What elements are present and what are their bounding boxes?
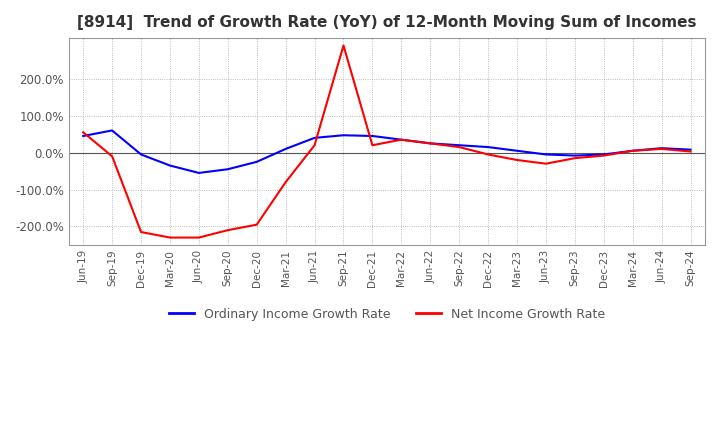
Line: Net Income Growth Rate: Net Income Growth Rate bbox=[84, 45, 690, 238]
Net Income Growth Rate bbox=[194, 235, 203, 240]
Ordinary Income Growth Rate bbox=[686, 147, 695, 152]
Net Income Growth Rate bbox=[339, 43, 348, 48]
Ordinary Income Growth Rate bbox=[426, 141, 435, 146]
Legend: Ordinary Income Growth Rate, Net Income Growth Rate: Ordinary Income Growth Rate, Net Income … bbox=[164, 303, 610, 326]
Ordinary Income Growth Rate bbox=[310, 135, 319, 140]
Ordinary Income Growth Rate bbox=[166, 163, 174, 168]
Ordinary Income Growth Rate bbox=[629, 148, 637, 154]
Ordinary Income Growth Rate bbox=[137, 152, 145, 157]
Net Income Growth Rate bbox=[397, 137, 405, 142]
Ordinary Income Growth Rate bbox=[194, 170, 203, 176]
Net Income Growth Rate bbox=[253, 222, 261, 227]
Net Income Growth Rate bbox=[484, 152, 492, 157]
Net Income Growth Rate bbox=[79, 130, 88, 135]
Net Income Growth Rate bbox=[570, 155, 579, 161]
Line: Ordinary Income Growth Rate: Ordinary Income Growth Rate bbox=[84, 130, 690, 173]
Ordinary Income Growth Rate bbox=[282, 146, 290, 151]
Ordinary Income Growth Rate bbox=[253, 159, 261, 165]
Ordinary Income Growth Rate bbox=[600, 152, 608, 157]
Net Income Growth Rate bbox=[223, 227, 232, 233]
Title: [8914]  Trend of Growth Rate (YoY) of 12-Month Moving Sum of Incomes: [8914] Trend of Growth Rate (YoY) of 12-… bbox=[77, 15, 697, 30]
Net Income Growth Rate bbox=[541, 161, 550, 166]
Net Income Growth Rate bbox=[686, 149, 695, 154]
Ordinary Income Growth Rate bbox=[455, 143, 464, 148]
Ordinary Income Growth Rate bbox=[368, 133, 377, 139]
Net Income Growth Rate bbox=[657, 146, 666, 151]
Ordinary Income Growth Rate bbox=[397, 137, 405, 142]
Ordinary Income Growth Rate bbox=[79, 133, 88, 139]
Net Income Growth Rate bbox=[166, 235, 174, 240]
Net Income Growth Rate bbox=[426, 141, 435, 146]
Ordinary Income Growth Rate bbox=[339, 132, 348, 138]
Net Income Growth Rate bbox=[137, 229, 145, 235]
Ordinary Income Growth Rate bbox=[541, 152, 550, 157]
Net Income Growth Rate bbox=[310, 143, 319, 148]
Net Income Growth Rate bbox=[282, 180, 290, 185]
Net Income Growth Rate bbox=[368, 143, 377, 148]
Net Income Growth Rate bbox=[455, 144, 464, 150]
Ordinary Income Growth Rate bbox=[223, 167, 232, 172]
Net Income Growth Rate bbox=[108, 154, 117, 159]
Ordinary Income Growth Rate bbox=[108, 128, 117, 133]
Net Income Growth Rate bbox=[600, 153, 608, 158]
Ordinary Income Growth Rate bbox=[484, 144, 492, 150]
Net Income Growth Rate bbox=[513, 158, 521, 163]
Ordinary Income Growth Rate bbox=[657, 146, 666, 151]
Net Income Growth Rate bbox=[629, 148, 637, 154]
Ordinary Income Growth Rate bbox=[513, 148, 521, 154]
Ordinary Income Growth Rate bbox=[570, 153, 579, 158]
